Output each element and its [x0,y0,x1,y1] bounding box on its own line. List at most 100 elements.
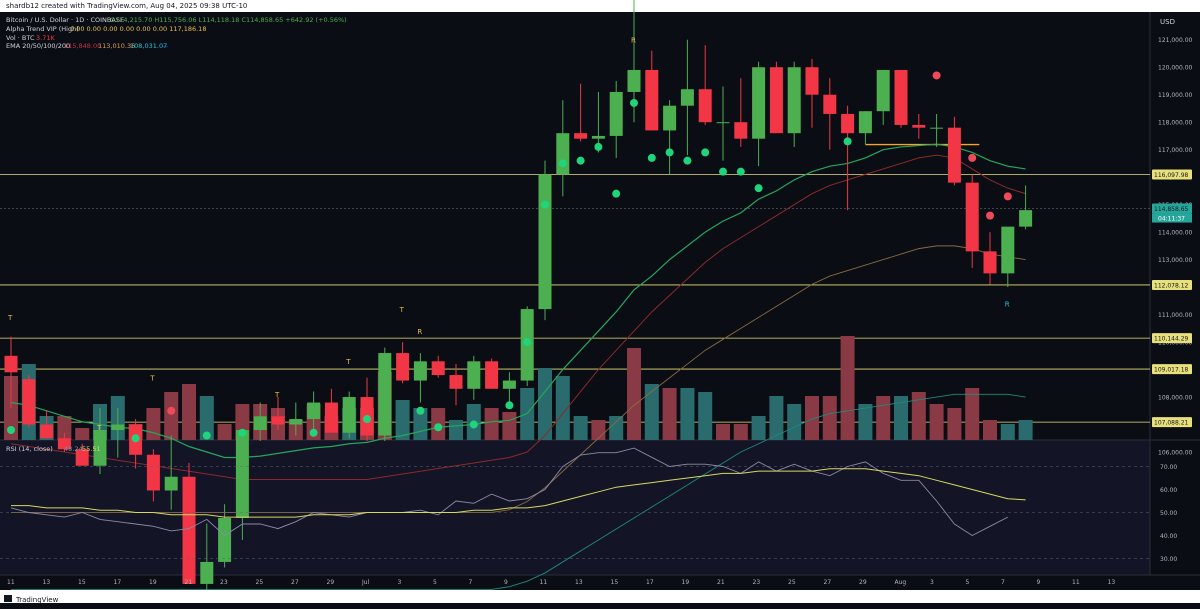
volume-bar [929,404,944,440]
buy-signal-dot [612,189,621,198]
volume-bar [1018,420,1033,440]
date-tick: 29 [327,579,335,586]
candle-body [200,561,214,584]
sell-signal-dot [167,406,176,415]
date-tick: 15 [78,579,86,586]
buy-signal-dot [843,137,852,146]
buy-signal-dot [416,406,425,415]
date-tick: 17 [114,579,122,586]
candle-body [235,430,249,518]
date-tick: 15 [611,579,619,586]
countdown-badge [1152,213,1192,223]
signal-label: T [345,358,351,366]
candle-body [609,91,623,136]
sell-signal-dot [1003,192,1012,201]
volume-label: Vol · BTC [6,34,35,42]
ema200-value: — [162,42,169,50]
candle-body [645,69,659,131]
volume-bar [965,388,980,440]
candle-body [752,67,766,139]
sell-signal-dot [968,153,977,162]
date-tick: 3 [398,579,402,586]
price-tick: 111,000.00 [1158,312,1193,319]
alpha-trend-label: Alpha Trend VIP (High) [6,25,79,33]
current-price-badge [1152,203,1192,214]
date-tick: 9 [504,579,508,586]
volume-bar [555,376,570,440]
date-tick: 13 [1108,579,1116,586]
volume-bar [75,428,90,440]
buy-signal-dot [469,420,478,429]
volume-bar [609,416,624,440]
volume-bar [199,396,214,440]
rsi-ma-value: 55.51 [82,445,101,453]
signal-markers: T T T T T T R R R [7,36,1012,443]
candle-body [378,353,392,436]
price-tick: 119,000.00 [1158,92,1193,99]
candle-body [823,94,837,114]
rsi-tick: 40.00 [1160,533,1177,540]
buy-signal-dot [736,167,745,176]
candle-body [4,355,18,373]
candle-body [1019,210,1033,227]
badge-label: 107,088.21 [1154,420,1189,427]
level-price-badge [1152,417,1192,428]
symbol-title: Bitcoin / U.S. Dollar · 1D · COINBASE [6,16,124,24]
level-price-badge [1152,333,1192,344]
date-tick: 7 [1001,579,1005,586]
date-tick: 29 [859,579,867,586]
volume-bar [484,408,499,440]
candle-body [841,113,855,134]
level-price-badge [1152,279,1192,290]
price-tick: 106,000.00 [1158,450,1193,457]
date-tick: 19 [149,579,157,586]
price-tick: 114,000.00 [1158,230,1193,237]
date-tick: 27 [824,579,832,586]
candle-body [164,476,178,491]
ohlc-values: O114,215.70 H115,756.06 L114,118.18 C114… [110,16,347,24]
price-tick: 121,000.00 [1158,37,1193,44]
chart-canvas[interactable]: T T T T T T R R R 121,000.00 120,000.00 119,000.00… [0,0,1200,590]
candle-body [502,380,516,389]
alpha-trend-values: 0.00 0.00 0.00 0.00 0.00 0.00 117,186.18 [70,25,206,33]
candles [4,0,1033,590]
buy-signal-dot [558,159,567,168]
volume-bar [947,408,962,440]
buy-signal-dot [363,415,371,424]
volume-bar [591,420,606,440]
candle-body [716,122,730,124]
volume-bar [57,416,72,440]
rsi-tick: 50.00 [1160,510,1177,517]
date-tick: 11 [1072,579,1080,586]
candle-body [947,127,961,183]
date-tick: 9 [1037,579,1041,586]
candle-body [449,375,463,389]
candle-body [22,379,36,425]
date-tick: 13 [43,579,51,586]
rsi-tick: 70.00 [1160,464,1177,471]
candle-body [289,419,303,425]
volume-bar [395,400,410,440]
candle-body [467,361,481,389]
candle-body [307,402,321,420]
ema20-line [10,143,1026,459]
buy-signal-dot [665,148,674,157]
buy-signal-dot [309,428,318,437]
candle-body [912,124,926,128]
volume-bar [733,424,748,440]
level-price-badge [1152,169,1192,180]
date-tick: Aug [895,579,907,586]
date-tick: 27 [291,579,299,586]
badge-label: 110,144.29 [1154,336,1189,343]
volume-bar [680,388,695,440]
date-tick: 5 [433,579,437,586]
badge-label: 112,078.12 [1154,282,1189,289]
price-tick: 117,000.00 [1158,147,1193,154]
candle-body [485,361,499,389]
volume-bar [573,416,588,440]
volume-bar [787,404,802,440]
volume-bar [217,424,232,440]
volume-bar [182,384,196,440]
price-tick: 108,000.00 [1158,395,1193,402]
